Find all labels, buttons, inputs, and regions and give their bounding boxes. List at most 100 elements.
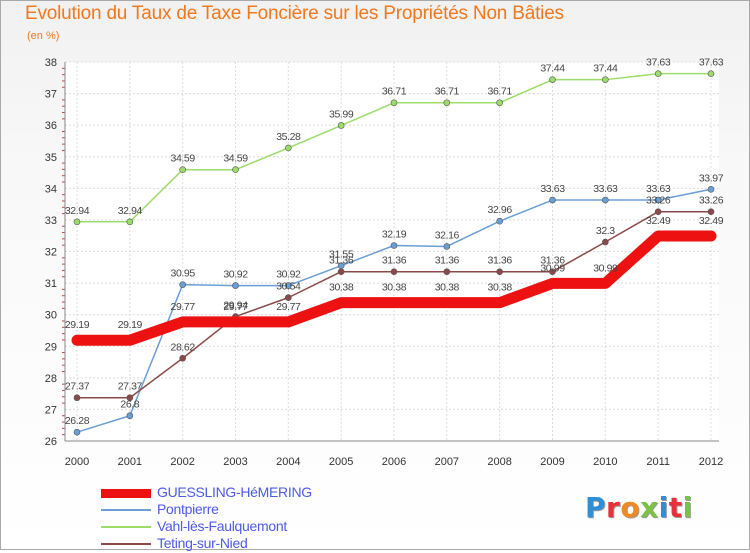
data-label: 33.97 xyxy=(699,172,724,184)
data-point xyxy=(126,394,134,402)
legend-label: Teting-sur-Nied xyxy=(157,535,248,551)
data-point xyxy=(549,268,556,276)
y-tick-label: 37 xyxy=(45,89,57,101)
data-label: 30.99 xyxy=(540,262,565,274)
data-label: 35.28 xyxy=(276,131,301,143)
data-label: 30.92 xyxy=(223,269,248,281)
legend-swatch xyxy=(101,509,151,511)
data-point xyxy=(285,144,292,152)
x-tick-label: 2005 xyxy=(329,456,353,468)
axes: 26 27 28 29 30 31 32 33 34 35 36 37 38 2000 2001 2002 20… xyxy=(45,57,723,468)
data-label: 27.37 xyxy=(65,381,90,393)
data-point xyxy=(337,122,345,129)
data-point xyxy=(549,196,556,204)
data-point xyxy=(73,428,81,436)
data-point xyxy=(549,76,556,83)
data-label: 30.38 xyxy=(435,282,460,294)
data-point xyxy=(232,166,239,173)
data-label: 32.49 xyxy=(699,215,724,227)
data-label: 30.95 xyxy=(171,268,196,280)
data-label: 31.36 xyxy=(488,255,513,267)
y-tick-label: 35 xyxy=(45,152,57,164)
y-tick-label: 27 xyxy=(45,404,57,416)
data-label: 30.38 xyxy=(382,282,407,294)
data-point xyxy=(285,282,292,289)
y-tick-label: 29 xyxy=(45,341,57,353)
data-point xyxy=(390,268,398,276)
data-point xyxy=(390,99,398,107)
data-label: 27.37 xyxy=(118,381,143,393)
data-label: 33.26 xyxy=(699,195,724,207)
data-point xyxy=(337,268,345,276)
data-label: 29.19 xyxy=(65,319,90,331)
y-tick-label: 31 xyxy=(45,278,57,290)
x-tick-label: 2012 xyxy=(699,456,723,468)
data-label: 31.36 xyxy=(540,255,565,267)
y-tick-label: 38 xyxy=(45,57,57,69)
data-label: 30.38 xyxy=(488,282,513,294)
logo-letter: x xyxy=(640,491,659,524)
logo-letter: r xyxy=(606,491,621,524)
data-label: 30.99 xyxy=(593,262,618,274)
data-point xyxy=(285,294,292,301)
x-tick-label: 2006 xyxy=(382,456,406,468)
data-point xyxy=(707,208,715,216)
data-point xyxy=(73,394,81,402)
data-label: 31.36 xyxy=(435,255,460,267)
data-label: 34.59 xyxy=(171,153,196,165)
data-label: 30.54 xyxy=(276,281,301,293)
y-tick-label: 28 xyxy=(45,373,57,385)
legend-swatch xyxy=(101,488,151,498)
data-label: 32.94 xyxy=(118,205,143,217)
y-tick-label: 32 xyxy=(45,247,57,259)
data-label: 26.28 xyxy=(65,415,90,427)
data-point xyxy=(707,185,715,193)
y-tick-label: 30 xyxy=(45,310,57,322)
y-tick-label: 34 xyxy=(45,183,57,195)
chart-title: Evolution du Taux de Taxe Foncière sur l… xyxy=(25,3,564,24)
data-label: 36.71 xyxy=(488,86,513,98)
logo-letter: o xyxy=(620,491,641,524)
legend-label: GUESSLING-HéMERING xyxy=(157,484,312,500)
data-label: 31.55 xyxy=(329,249,354,261)
data-point xyxy=(496,268,503,276)
y-tick-label: 36 xyxy=(45,120,57,132)
data-label: 29.77 xyxy=(276,301,301,313)
x-tick-label: 2011 xyxy=(646,456,670,468)
data-point xyxy=(126,412,134,420)
data-point xyxy=(602,76,609,83)
data-point xyxy=(443,99,451,107)
data-label: 32.96 xyxy=(488,204,513,216)
data-label: 33.63 xyxy=(593,183,618,195)
data-label: 32.19 xyxy=(382,228,407,240)
data-label: 33.26 xyxy=(646,195,671,207)
data-point xyxy=(602,238,609,246)
data-point xyxy=(443,243,451,250)
x-tick-label: 2010 xyxy=(593,456,617,468)
series-line-0 xyxy=(71,230,717,346)
data-point xyxy=(179,354,186,362)
legend-label: Vahl-lès-Faulquemont xyxy=(157,518,287,534)
data-label: 29.77 xyxy=(223,301,248,313)
data-point xyxy=(443,268,451,276)
grid xyxy=(65,61,719,442)
logo-letter: i xyxy=(658,491,669,524)
data-labels: 29.19 29.19 29.77 29.77 29.77 30.38 30.38 30.38… xyxy=(65,57,724,427)
data-label: 32.3 xyxy=(596,225,615,237)
data-label: 32.94 xyxy=(65,205,90,217)
data-point xyxy=(496,99,503,107)
data-label: 30.92 xyxy=(276,269,301,281)
line-chart: 26 27 28 29 30 31 32 33 34 35 36 37 38 2000 2001 2002 20… xyxy=(45,57,724,468)
data-label: 29.77 xyxy=(171,301,196,313)
data-point xyxy=(390,242,398,249)
data-label: 36.71 xyxy=(382,86,407,98)
data-label: 33.63 xyxy=(646,183,671,195)
data-label: 34.59 xyxy=(223,153,248,165)
data-point xyxy=(73,218,81,226)
data-point xyxy=(707,70,715,77)
data-point xyxy=(126,218,134,226)
data-point xyxy=(602,196,609,204)
data-label: 35.99 xyxy=(329,108,354,120)
data-point xyxy=(232,282,239,289)
